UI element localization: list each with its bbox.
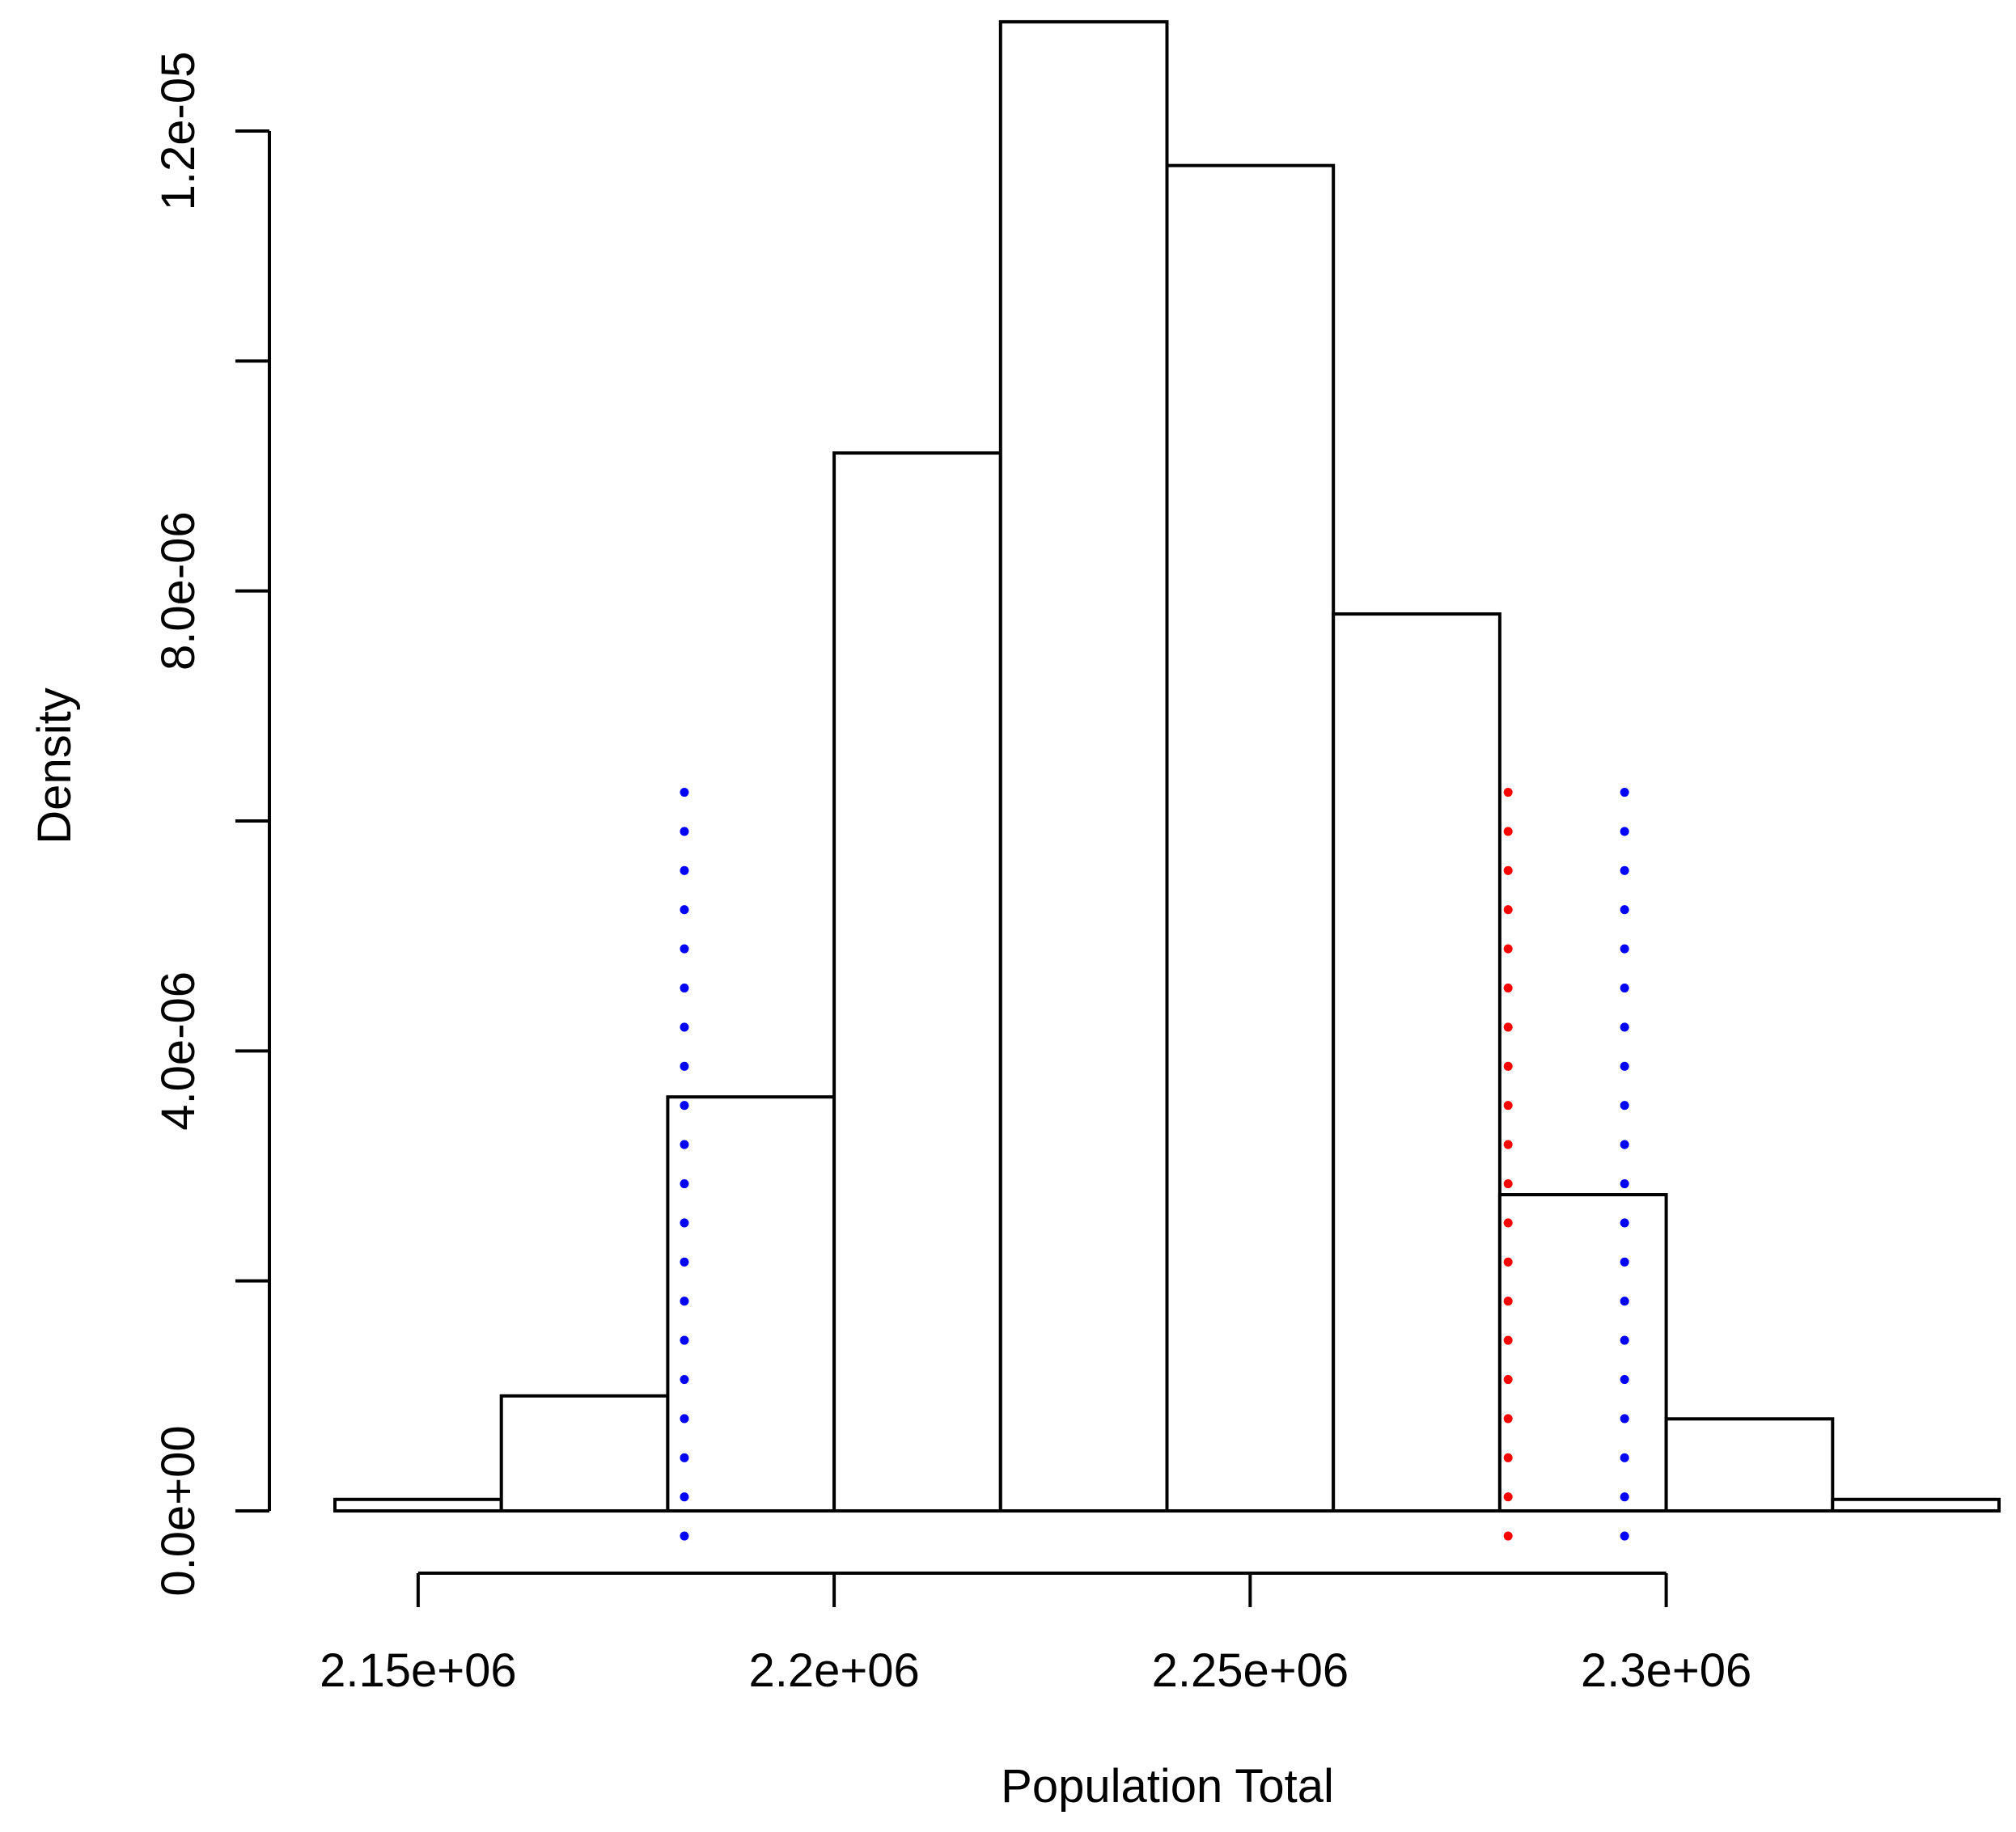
- histogram-bar-9: [1664, 1417, 1835, 1513]
- x-tick-label: 2.25e+06: [1152, 1644, 1349, 1697]
- bars-layer: [333, 19, 2001, 1513]
- histogram-bar-6: [1165, 163, 1336, 1513]
- histogram-bar-2: [499, 1394, 670, 1513]
- histogram-bar-8: [1497, 1193, 1668, 1513]
- y-tick-label: 4.0e-06: [152, 971, 205, 1131]
- y-tick-label: 0.0e+00: [152, 1425, 205, 1596]
- x-tick-label: 2.3e+06: [1581, 1644, 1751, 1697]
- histogram-bar-3: [666, 1095, 836, 1513]
- histogram-bar-1: [333, 1497, 503, 1513]
- x-axis: 2.15e+06 2.2e+06 2.25e+06 2.3e+06: [320, 1572, 1751, 1697]
- y-tick-label: 8.0e-06: [152, 511, 205, 671]
- x-tick-label: 2.2e+06: [748, 1644, 919, 1697]
- x-tick-label: 2.15e+06: [320, 1644, 517, 1697]
- y-axis-label: Density: [28, 688, 81, 844]
- histogram-bar-4: [832, 451, 1002, 1513]
- y-tick-label: 1.2e-05: [152, 52, 205, 211]
- x-axis-label: Population Total: [1001, 1760, 1334, 1813]
- histogram-bar-7: [1332, 612, 1501, 1513]
- histogram-bar-10: [1831, 1497, 2001, 1513]
- reference-lines-layer: [680, 787, 1629, 1545]
- histogram-bar-5: [998, 19, 1169, 1513]
- y-axis: 0.0e+00 4.0e-06 8.0e-06 1.2e-05: [152, 52, 271, 1597]
